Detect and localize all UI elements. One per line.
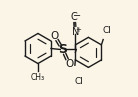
Text: S: S: [58, 43, 67, 56]
Text: O: O: [65, 58, 73, 69]
Text: −: −: [73, 10, 81, 21]
Text: N: N: [72, 26, 79, 37]
Text: +: +: [75, 27, 81, 33]
Text: CH₃: CH₃: [31, 73, 45, 82]
Text: C: C: [71, 12, 78, 23]
Text: O: O: [50, 31, 59, 41]
Text: Cl: Cl: [74, 77, 83, 86]
Text: Cl: Cl: [102, 26, 111, 35]
